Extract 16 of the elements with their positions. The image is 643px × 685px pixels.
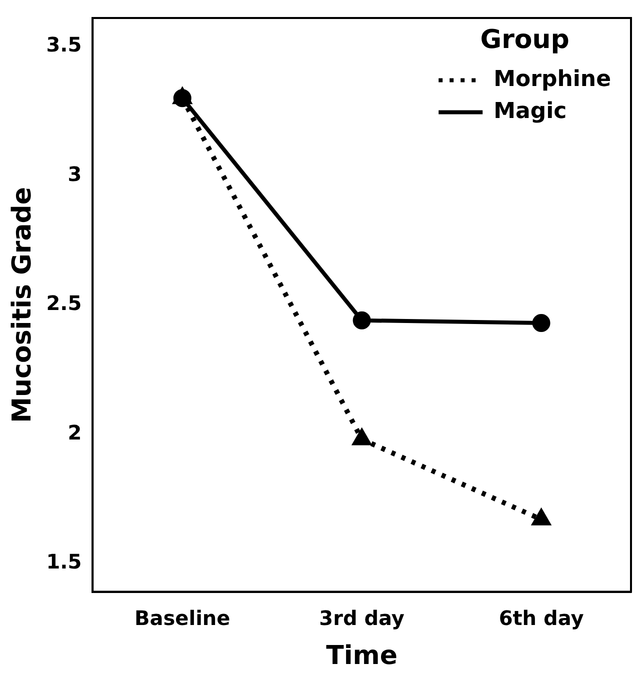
x-tick-label: 6th day <box>498 606 584 630</box>
legend-label: Magic <box>494 98 567 124</box>
legend-title: Group <box>480 24 570 55</box>
y-tick-label: 2.5 <box>46 291 82 316</box>
y-tick-label: 1.5 <box>46 550 82 574</box>
y-tick-label: 3 <box>68 162 82 186</box>
x-tick-label: 3rd day <box>319 606 404 630</box>
y-tick-label: 3.5 <box>46 32 82 57</box>
x-tick-label: Baseline <box>134 606 230 630</box>
legend-label: Morphine <box>494 66 611 92</box>
point <box>173 89 192 108</box>
y-axis-title: Mucositis Grade <box>7 186 38 423</box>
point <box>532 314 550 332</box>
y-tick-label: 2 <box>68 420 82 444</box>
point <box>352 311 371 330</box>
x-axis-title: Time <box>326 641 398 672</box>
